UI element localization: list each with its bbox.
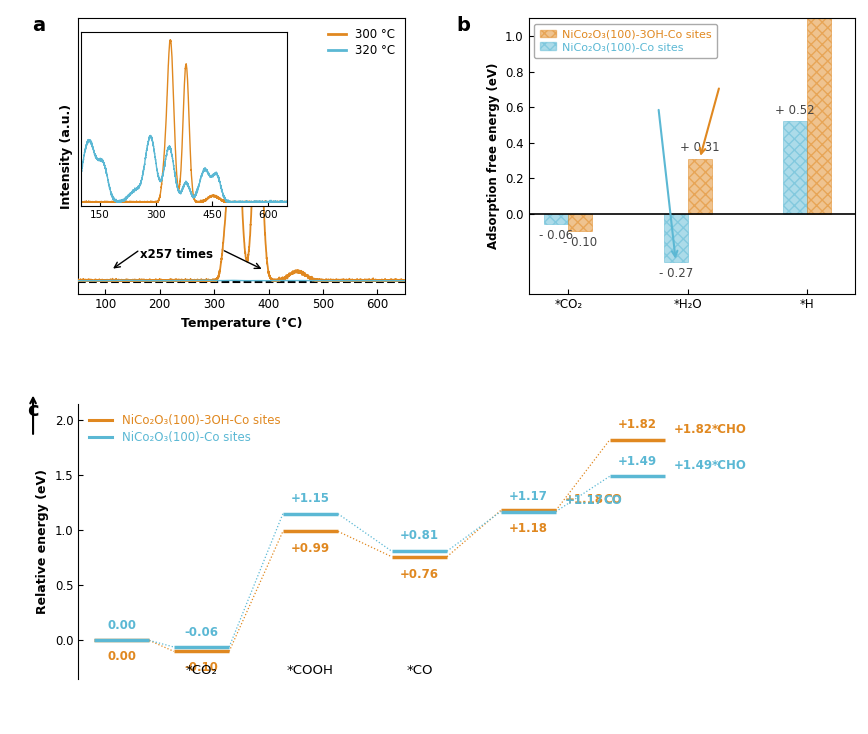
Text: +1.49: +1.49	[674, 459, 713, 472]
Bar	[544, 214, 569, 225]
Text: CO: CO	[603, 494, 621, 507]
Text: +1.82: +1.82	[618, 418, 657, 432]
Text: - 0.06: - 0.06	[539, 229, 574, 242]
Text: a: a	[32, 15, 45, 34]
Text: +1.17: +1.17	[509, 490, 548, 503]
Text: +1.17: +1.17	[564, 494, 603, 507]
Bar	[569, 214, 592, 231]
Text: +0.76: +0.76	[400, 568, 439, 581]
Text: +1.15: +1.15	[291, 492, 330, 505]
Y-axis label: Intensity (a.u.): Intensity (a.u.)	[60, 103, 73, 208]
Text: 0.00: 0.00	[107, 650, 136, 664]
Text: + 0.52: + 0.52	[775, 104, 815, 117]
Text: c: c	[28, 401, 39, 420]
Bar	[664, 214, 687, 261]
Text: +1.49: +1.49	[618, 454, 657, 468]
Bar	[807, 0, 831, 214]
Text: +1.18: +1.18	[509, 522, 548, 534]
Y-axis label: Adsorption free energy (eV): Adsorption free energy (eV)	[487, 63, 499, 249]
Text: 0.00: 0.00	[107, 619, 136, 631]
Text: CO: CO	[603, 493, 621, 506]
Text: *COOH: *COOH	[287, 664, 334, 677]
Text: -0.06: -0.06	[185, 626, 219, 639]
Text: *CHO: *CHO	[712, 459, 746, 472]
Text: + 0.31: + 0.31	[680, 141, 720, 154]
Legend: NiCo₂O₃(100)-3OH-Co sites, NiCo₂O₃(100)-Co sites: NiCo₂O₃(100)-3OH-Co sites, NiCo₂O₃(100)-…	[534, 24, 717, 58]
Legend: 300 °C, 320 °C: 300 °C, 320 °C	[325, 24, 398, 60]
Text: *CO: *CO	[406, 664, 432, 677]
Text: +0.81: +0.81	[400, 529, 439, 542]
Text: b: b	[457, 15, 470, 34]
Text: - 0.10: - 0.10	[563, 236, 597, 250]
X-axis label: Temperature (°C): Temperature (°C)	[181, 317, 302, 330]
Text: +1.18: +1.18	[564, 493, 603, 506]
Text: x257 times: x257 times	[140, 248, 213, 261]
Text: - 0.27: - 0.27	[659, 266, 693, 280]
Text: +1.82: +1.82	[674, 423, 713, 436]
Bar	[783, 121, 807, 214]
Text: +0.99: +0.99	[291, 542, 330, 556]
Legend: NiCo₂O₃(100)-3OH-Co sites, NiCo₂O₃(100)-Co sites: NiCo₂O₃(100)-3OH-Co sites, NiCo₂O₃(100)-…	[84, 410, 286, 448]
Text: *CO₂: *CO₂	[186, 664, 218, 677]
Text: -0.10: -0.10	[185, 661, 219, 675]
Text: *CHO: *CHO	[712, 423, 746, 436]
Bar	[687, 159, 712, 214]
Y-axis label: Relative energy (eV): Relative energy (eV)	[36, 469, 49, 614]
